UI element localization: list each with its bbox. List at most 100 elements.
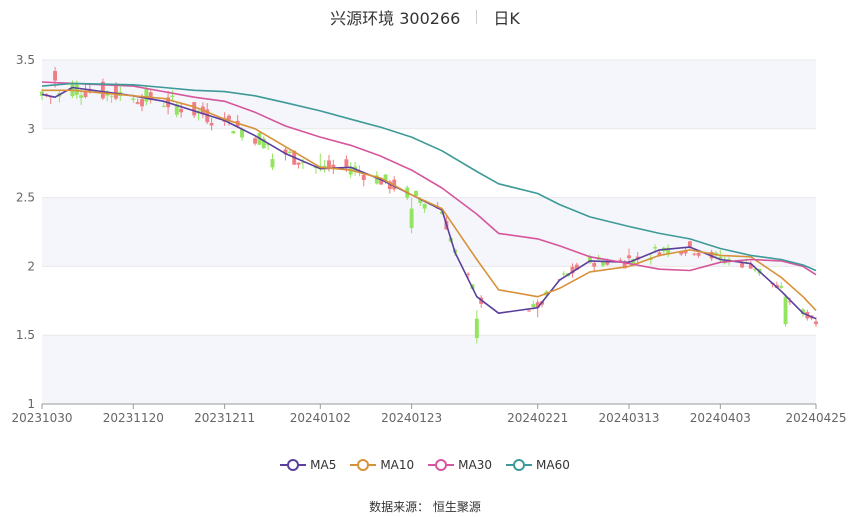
candle-body — [418, 199, 423, 203]
legend-item-ma10[interactable]: MA10 — [350, 458, 414, 472]
y-tick-label: 2 — [27, 259, 35, 273]
x-tick-label: 20240313 — [598, 411, 659, 425]
candle-body — [814, 321, 818, 325]
candle-body — [161, 105, 166, 107]
candle-body — [113, 85, 118, 99]
legend-marker-icon — [428, 459, 455, 471]
grid-band — [42, 197, 816, 267]
candle-body — [79, 95, 84, 98]
candle-body — [74, 84, 79, 96]
candle-body — [140, 99, 144, 107]
candle-body — [170, 95, 175, 97]
y-tick-label: 1 — [27, 397, 35, 411]
candle-body — [627, 255, 631, 259]
candle-body — [240, 129, 244, 138]
candle-body — [657, 252, 662, 257]
candle-body — [748, 264, 753, 269]
x-tick-label: 20240221 — [507, 411, 568, 425]
period-label: 日K — [493, 9, 520, 28]
candle-body — [283, 149, 288, 155]
y-tick-label: 3.5 — [16, 53, 35, 67]
candle-body — [270, 159, 275, 168]
candle-body — [287, 151, 292, 154]
candle-body — [209, 122, 214, 126]
candle-body — [753, 268, 758, 271]
candle-body — [192, 102, 197, 116]
candle-body — [135, 102, 140, 104]
candle-body — [592, 262, 597, 267]
legend-item-ma60[interactable]: MA60 — [506, 458, 570, 472]
legend-item-ma5[interactable]: MA5 — [280, 458, 336, 472]
x-axis: 20231030 20231120 20231211 20240102 20240123… — [11, 403, 847, 425]
candle-body — [266, 143, 271, 145]
y-axis: 1 1.5 2 2.5 3 3.5 — [16, 53, 35, 411]
ma10-line — [42, 89, 817, 311]
candle-body — [331, 164, 336, 169]
candle-body — [622, 262, 627, 269]
candle-body — [631, 258, 636, 266]
legend-marker-icon — [350, 459, 377, 471]
candle-body — [409, 208, 414, 228]
legend-item-ma30[interactable]: MA30 — [428, 458, 492, 472]
candle-body — [653, 247, 658, 249]
candle-body — [605, 261, 610, 265]
candle-body — [348, 168, 353, 175]
x-tick-label: 20240425 — [785, 411, 846, 425]
candle-body — [261, 138, 266, 149]
candle-body — [131, 98, 136, 100]
x-tick-label: 20231211 — [194, 411, 255, 425]
grid-band — [42, 60, 816, 129]
legend-label: MA30 — [458, 458, 493, 472]
y-tick-label: 3 — [27, 122, 35, 136]
candle-body — [83, 90, 88, 97]
candle-body — [144, 89, 149, 102]
x-tick-label: 20240403 — [690, 411, 751, 425]
candle-body — [174, 104, 179, 115]
candle-body — [379, 179, 384, 185]
legend-marker-icon — [506, 459, 533, 471]
ma30-line — [41, 81, 817, 276]
candle-body — [683, 250, 688, 254]
candle-body — [422, 203, 427, 209]
chart-header: 兴源环境 300266 日K — [0, 6, 850, 28]
candle-body — [535, 302, 540, 308]
candle-body — [692, 253, 697, 255]
candle-body — [387, 181, 392, 190]
candle-body — [227, 115, 231, 120]
y-tick-label: 2.5 — [16, 191, 35, 205]
ma60-line — [41, 82, 817, 272]
candle-body — [600, 261, 605, 266]
candle-body — [587, 256, 592, 263]
candle-body — [783, 296, 788, 325]
candle-body — [531, 303, 536, 308]
candle-body — [696, 252, 701, 256]
candle-body — [148, 92, 153, 101]
candle-body — [574, 264, 579, 270]
candle-body — [40, 91, 44, 96]
candle-body — [53, 71, 57, 81]
candle-body — [344, 159, 349, 167]
legend: MA5 MA10 MA30 MA60 — [0, 458, 850, 472]
candle-body — [527, 310, 531, 312]
x-tick-label: 20231030 — [11, 411, 72, 425]
candle-body — [327, 160, 331, 170]
candle-body — [561, 273, 566, 275]
candle-body — [679, 251, 684, 255]
candle-body — [801, 309, 805, 315]
moving-average-lines — [41, 81, 817, 320]
candle-body — [618, 259, 623, 261]
candle-body — [100, 81, 105, 99]
candle-body — [296, 162, 301, 165]
candle-body — [109, 95, 114, 97]
legend-label: MA5 — [310, 458, 337, 472]
candle-body — [414, 190, 418, 196]
candle-body — [383, 174, 388, 182]
candle-body — [779, 285, 784, 288]
candle-body — [300, 162, 305, 164]
candle-body — [179, 108, 184, 113]
legend-label: MA10 — [380, 458, 415, 472]
candle-body — [253, 138, 258, 144]
data-source: 数据来源： 恒生聚源 — [369, 500, 481, 514]
x-tick-label: 20240123 — [381, 411, 442, 425]
